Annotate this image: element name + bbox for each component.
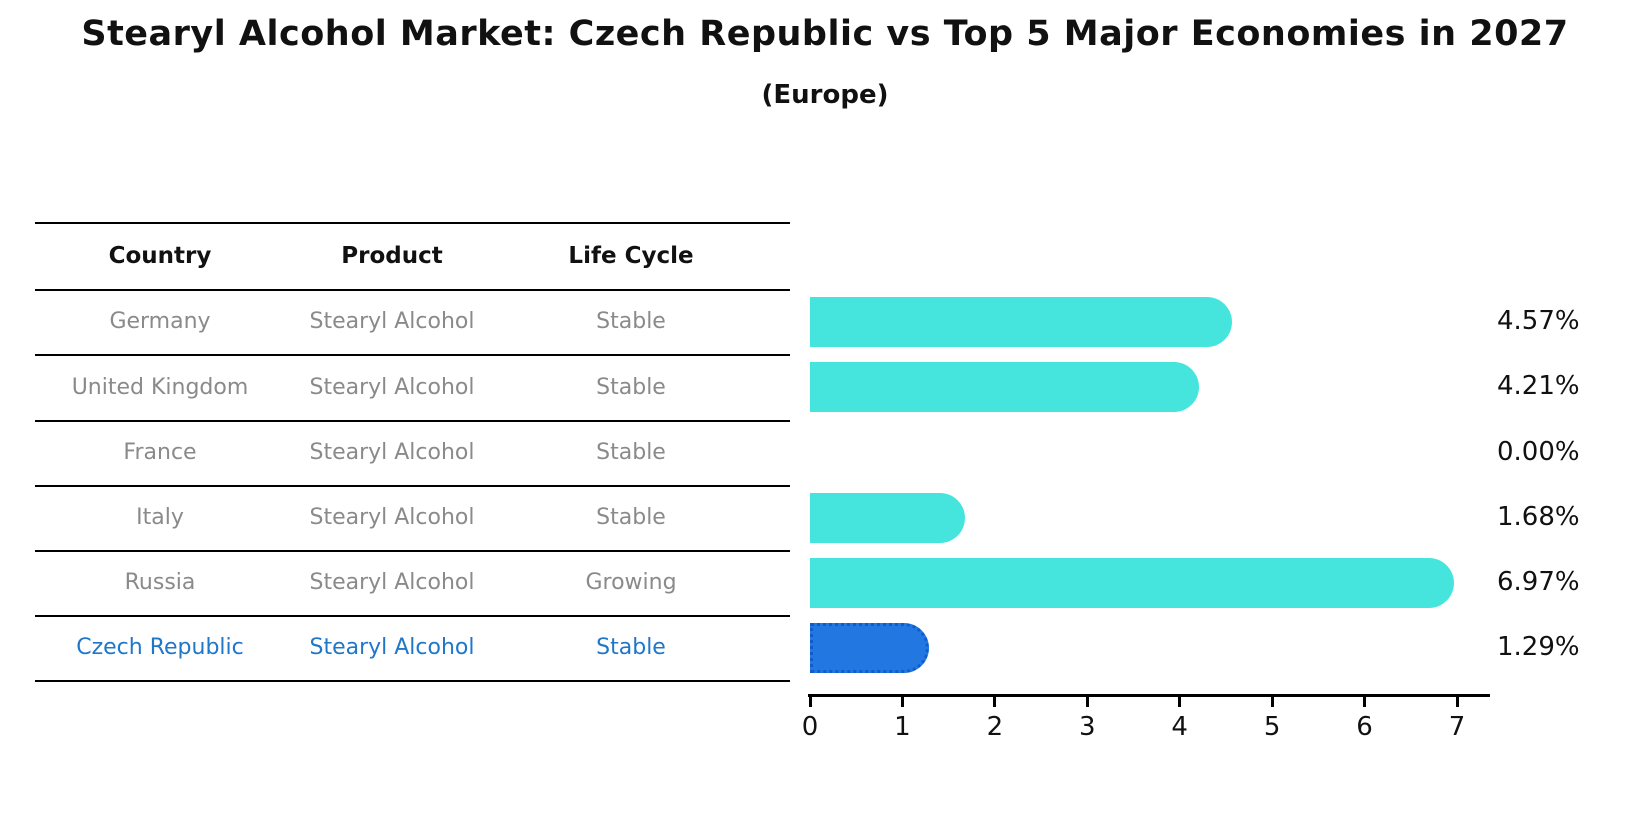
country-cell: Czech Republic [76, 635, 244, 660]
column-header-life-cycle: Life Cycle [568, 242, 694, 269]
table-rule-2 [35, 354, 790, 356]
x-axis-line [808, 694, 1490, 697]
table-row: Russia Stearyl Alcohol Growing [35, 550, 790, 615]
product-cell: Stearyl Alcohol [309, 635, 475, 660]
product-cell: Stearyl Alcohol [309, 309, 475, 334]
country-cell: Germany [109, 309, 211, 334]
x-tick-label: 3 [1079, 712, 1096, 742]
table-rule-5 [35, 550, 790, 552]
value-label: 1.68% [1497, 501, 1580, 532]
life-cycle-cell: Stable [596, 505, 666, 530]
x-tick [1455, 697, 1459, 707]
life-cycle-cell: Stable [596, 309, 666, 334]
bar-russia [810, 557, 1455, 608]
x-tick-label: 4 [1171, 712, 1188, 742]
table-row: Italy Stearyl Alcohol Stable [35, 485, 790, 550]
product-cell: Stearyl Alcohol [309, 374, 475, 400]
table-row: Germany Stearyl Alcohol Stable [35, 289, 790, 354]
x-tick-label: 2 [986, 712, 1004, 742]
value-label: 0.00% [1497, 436, 1580, 467]
x-tick [993, 697, 997, 707]
table-rule-3 [35, 420, 790, 422]
bar-united-kingdom [810, 362, 1200, 412]
bar-germany [810, 296, 1233, 347]
value-label: 4.21% [1497, 371, 1580, 401]
x-tick [808, 697, 812, 707]
bar-czech-republic [810, 622, 930, 673]
product-cell: Stearyl Alcohol [309, 440, 475, 465]
table-row: France Stearyl Alcohol Stable [35, 420, 790, 485]
country-cell: France [123, 440, 197, 465]
x-tick-label: 1 [894, 712, 911, 742]
table-rule-4 [35, 485, 790, 487]
country-cell: Russia [124, 570, 196, 595]
x-tick [1270, 697, 1274, 707]
life-cycle-cell: Stable [596, 374, 666, 400]
x-tick-label: 0 [801, 712, 819, 742]
country-cell: United Kingdom [71, 374, 249, 400]
x-tick-label: 5 [1263, 712, 1281, 742]
column-header-product: Product [341, 242, 443, 269]
value-label: 1.29% [1497, 631, 1580, 662]
country-cell: Italy [136, 505, 184, 530]
bar-italy [810, 492, 966, 543]
x-tick-label: 7 [1448, 712, 1466, 742]
value-label: 6.97% [1497, 566, 1580, 597]
x-tick [1085, 697, 1089, 707]
column-header-country: Country [108, 242, 212, 269]
table-row: Czech Republic Stearyl Alcohol Stable [35, 615, 790, 680]
life-cycle-cell: Stable [596, 635, 666, 660]
table-rule-7 [35, 680, 790, 682]
x-tick [900, 697, 904, 707]
table-rule-1 [35, 289, 790, 291]
table-rule-6 [35, 615, 790, 617]
value-label: 4.57% [1497, 305, 1580, 336]
x-tick [1178, 697, 1182, 707]
page-title: Stearyl Alcohol Market: Czech Republic v… [81, 14, 1569, 54]
table-rule-0 [35, 222, 790, 224]
product-cell: Stearyl Alcohol [309, 505, 475, 530]
x-tick-label: 6 [1356, 712, 1373, 742]
x-tick [1363, 697, 1367, 707]
product-cell: Stearyl Alcohol [309, 570, 475, 595]
table-header-row: Country Product Life Cycle [35, 222, 790, 289]
page-subtitle: (Europe) [761, 80, 889, 110]
life-cycle-cell: Growing [585, 570, 677, 595]
life-cycle-cell: Stable [596, 440, 666, 465]
table-row: United Kingdom Stearyl Alcohol Stable [35, 354, 790, 420]
